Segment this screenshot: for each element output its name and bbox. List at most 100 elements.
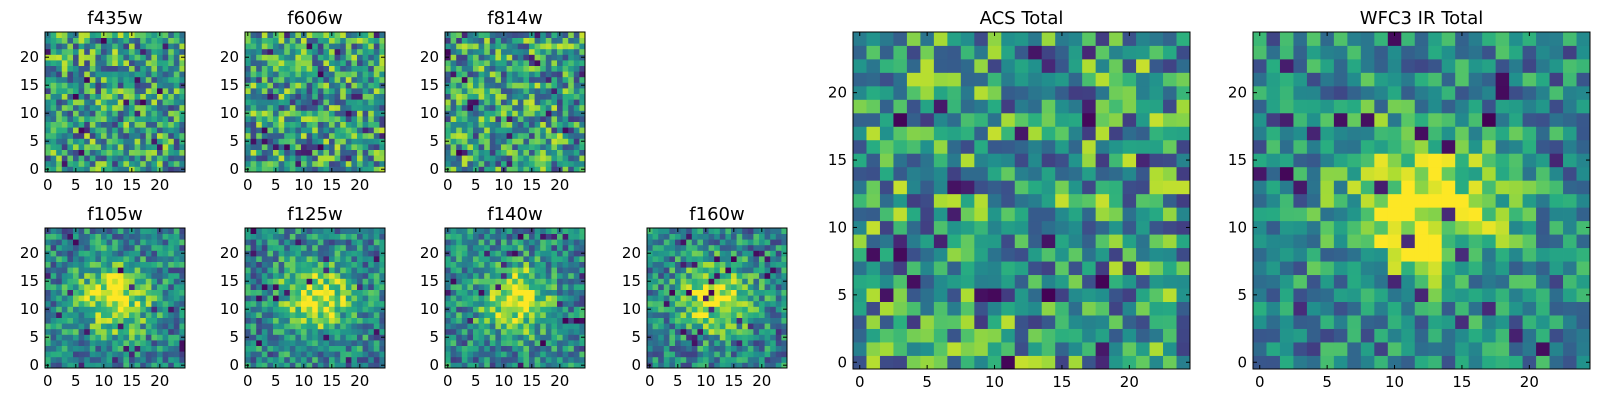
heatmap-cell <box>56 48 63 55</box>
heatmap-cell <box>362 233 369 240</box>
heatmap-cell <box>478 54 485 61</box>
heatmap-cell <box>534 256 541 262</box>
heatmap-cell <box>250 267 257 274</box>
heatmap-cell <box>551 272 558 279</box>
heatmap-cell <box>168 71 175 78</box>
heatmap-cell <box>267 166 274 173</box>
heatmap-cell <box>1028 301 1043 316</box>
heatmap-cell <box>489 317 496 324</box>
heatmap-cell <box>162 104 169 111</box>
heatmap-cell <box>250 250 257 257</box>
heatmap-cell <box>129 317 135 324</box>
heatmap-cell <box>764 306 771 313</box>
x-tick-label: 10 <box>696 372 715 390</box>
heatmap-cell <box>652 356 659 363</box>
heatmap-cell <box>501 76 507 83</box>
heatmap-cell <box>534 160 541 167</box>
heatmap-cell <box>73 121 79 128</box>
heatmap-cell <box>473 93 479 100</box>
heatmap-cell <box>84 37 91 44</box>
heatmap-cell <box>89 351 96 358</box>
heatmap-cell <box>284 60 291 66</box>
y-tick-label: 15 <box>220 76 239 94</box>
heatmap-cell <box>853 342 867 356</box>
heatmap-cell <box>357 284 363 290</box>
heatmap-cell <box>67 149 74 156</box>
y-tick-label: 0 <box>429 160 439 178</box>
heatmap-cell <box>478 306 485 313</box>
heatmap-cell <box>273 340 279 346</box>
heatmap-cell <box>67 104 74 111</box>
heatmap-cell <box>123 300 130 307</box>
heatmap-cell <box>106 272 113 279</box>
heatmap-cell <box>551 340 558 346</box>
heatmap-cell <box>540 317 547 324</box>
heatmap-cell <box>853 328 867 343</box>
heatmap-cell <box>517 127 524 134</box>
heatmap-cell <box>306 60 313 66</box>
heatmap-cell <box>947 207 962 222</box>
heatmap-cell <box>117 362 124 369</box>
heatmap-cell <box>256 256 263 262</box>
heatmap-cell <box>920 193 935 208</box>
heatmap-cell <box>1136 166 1150 181</box>
heatmap-cell <box>289 71 296 78</box>
heatmap-cell <box>545 132 552 139</box>
heatmap-cell <box>573 250 580 257</box>
heatmap-cell <box>551 312 558 318</box>
heatmap-cell <box>545 356 552 363</box>
heatmap-cell <box>534 43 541 50</box>
heatmap-cell <box>295 278 302 285</box>
heatmap-cell <box>106 37 113 44</box>
heatmap-cell <box>373 166 380 173</box>
heatmap-cell <box>731 272 737 279</box>
heatmap-cell <box>573 32 580 38</box>
heatmap-cell <box>312 93 319 100</box>
heatmap-cell <box>456 267 463 274</box>
heatmap-cell <box>368 351 375 358</box>
heatmap-cell <box>697 356 704 363</box>
heatmap-cell <box>89 244 96 251</box>
heatmap-cell <box>301 272 307 279</box>
heatmap-cell <box>551 88 558 94</box>
heatmap-cell <box>742 323 749 330</box>
heatmap-cell <box>357 155 363 162</box>
heatmap-cell <box>101 121 107 128</box>
heatmap-cell <box>78 239 85 246</box>
heatmap-cell <box>312 99 319 106</box>
heatmap-cell <box>168 76 175 83</box>
heatmap-cell <box>329 54 335 61</box>
heatmap-cell <box>658 261 665 268</box>
heatmap-cell <box>517 267 524 274</box>
heatmap-cell <box>123 228 130 234</box>
heatmap-cell <box>173 144 180 150</box>
y-tick-label: 15 <box>622 272 641 290</box>
heatmap-cell <box>334 351 341 358</box>
heatmap-cell <box>123 144 130 150</box>
heatmap-cell <box>117 328 124 335</box>
heatmap-cell <box>112 138 119 145</box>
heatmap-cell <box>56 340 63 346</box>
heatmap-cell <box>151 149 158 156</box>
y-tick-label: 0 <box>29 160 39 178</box>
heatmap-cell <box>362 351 369 358</box>
heatmap-cell <box>484 88 491 94</box>
heatmap-cell <box>534 48 541 55</box>
heatmap-cell <box>866 234 881 249</box>
heatmap-cell <box>478 317 485 324</box>
heatmap-cell <box>295 228 302 234</box>
heatmap-cell <box>691 228 698 234</box>
heatmap-cell <box>295 88 302 94</box>
heatmap-cell <box>95 323 102 330</box>
heatmap-cell <box>112 334 119 341</box>
heatmap-cell <box>84 138 91 145</box>
heatmap-cell <box>261 54 268 61</box>
heatmap-cell <box>517 116 524 122</box>
heatmap-cell <box>1082 247 1097 262</box>
heatmap-cell <box>145 328 152 335</box>
heatmap-cell <box>551 71 558 78</box>
heatmap-cell <box>461 312 468 318</box>
heatmap-cell <box>301 284 307 290</box>
heatmap-cell <box>50 32 57 38</box>
heatmap-cell <box>708 362 715 369</box>
